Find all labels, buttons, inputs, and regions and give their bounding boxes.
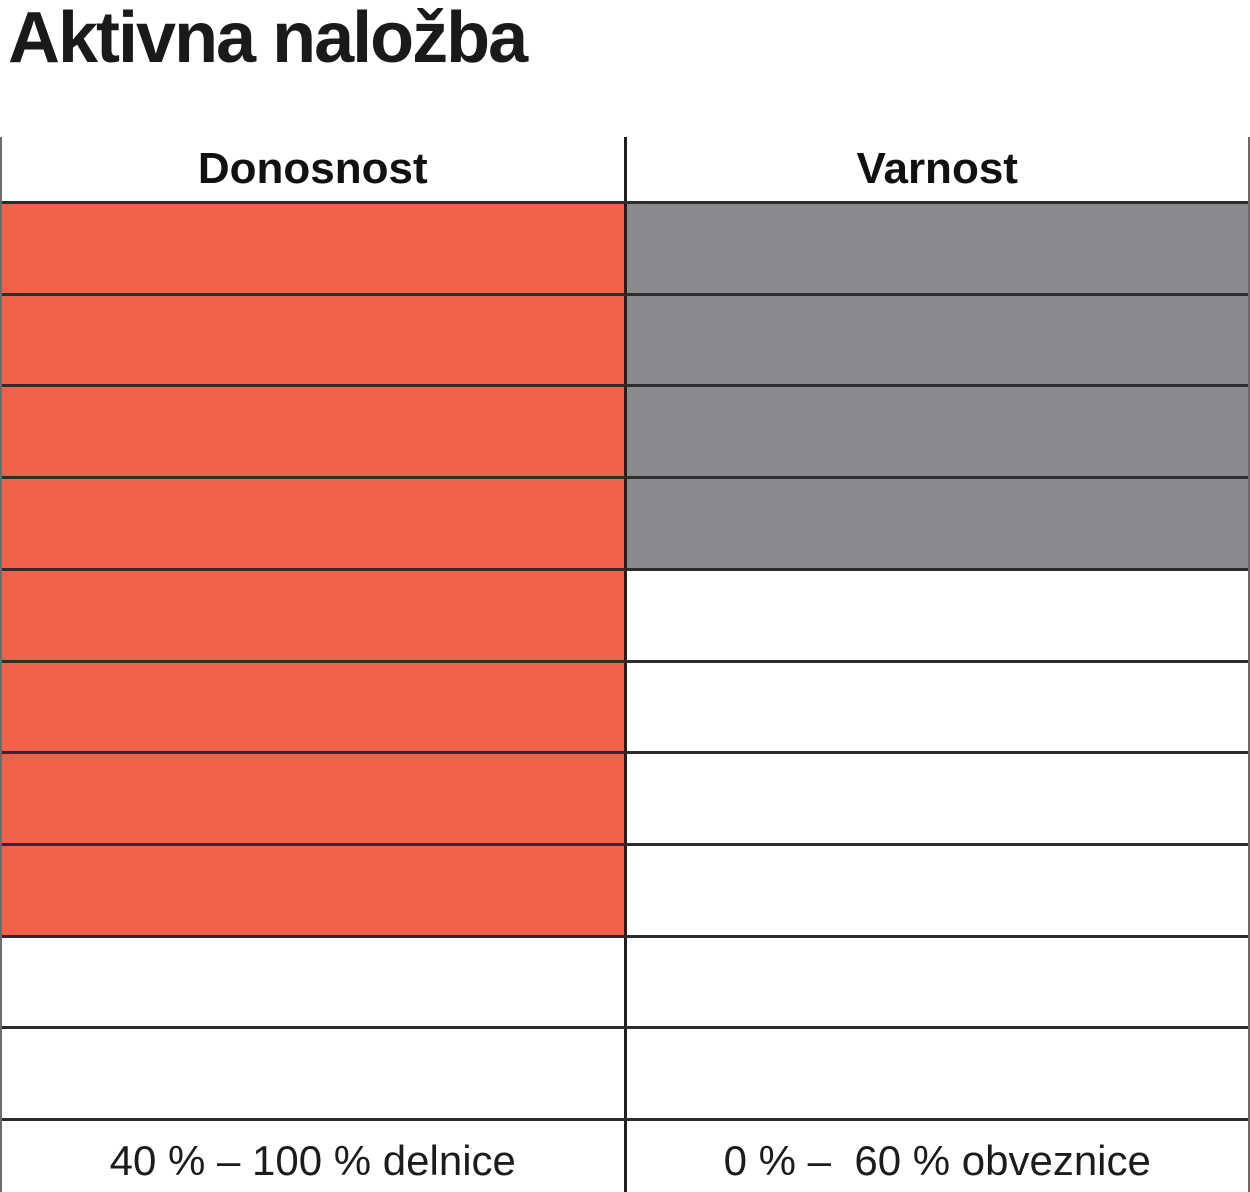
- varnost-cell: [623, 387, 1248, 477]
- table-header-row: Donosnost Varnost: [2, 137, 1248, 204]
- column-header-varnost: Varnost: [623, 137, 1249, 201]
- table-row: [2, 570, 1249, 663]
- table-row: [2, 479, 1248, 571]
- donosnost-cell: [2, 845, 624, 935]
- donosnost-cell: [2, 570, 624, 660]
- table-body: [2, 204, 1249, 1122]
- table-row: [2, 295, 1248, 388]
- column-header-donosnost: Donosnost: [197, 144, 428, 193]
- donosnost-cell: [2, 1029, 624, 1118]
- varnost-cell: [623, 570, 1249, 660]
- donosnost-cell: [2, 387, 624, 477]
- donosnost-cell: [2, 295, 624, 385]
- table-row: [2, 204, 1248, 296]
- varnost-cell: [623, 204, 1248, 293]
- table-row: [2, 1029, 1249, 1122]
- donosnost-cell: [2, 479, 624, 568]
- table-row: [2, 845, 1249, 938]
- table-row: [2, 754, 1248, 846]
- varnost-cell: [623, 754, 1249, 843]
- page-title: Aktivna naložba: [8, 0, 528, 78]
- varnost-cell: [623, 662, 1249, 752]
- table-footer-row: 40 % – 100 % delnice 0 % – 60 % obveznic…: [2, 1121, 1248, 1192]
- comparison-table: Donosnost Varnost 40 % – 100 % delnice 0…: [0, 137, 1250, 1192]
- table-row: [2, 387, 1248, 480]
- table-row: [2, 937, 1249, 1030]
- footer-donosnost-range: 40 % – 100 % delnice: [109, 1136, 516, 1184]
- varnost-cell: [623, 845, 1249, 935]
- donosnost-cell: [2, 754, 624, 843]
- varnost-cell: [623, 937, 1249, 1027]
- donosnost-cell: [2, 662, 624, 752]
- table-row: [2, 662, 1249, 755]
- varnost-cell: [623, 1029, 1249, 1119]
- varnost-cell: [623, 295, 1248, 385]
- footer-varnost-range: 0 % – 60 % obveznice: [623, 1121, 1249, 1192]
- varnost-cell: [623, 479, 1248, 568]
- donosnost-cell: [2, 204, 624, 293]
- donosnost-cell: [2, 938, 624, 1027]
